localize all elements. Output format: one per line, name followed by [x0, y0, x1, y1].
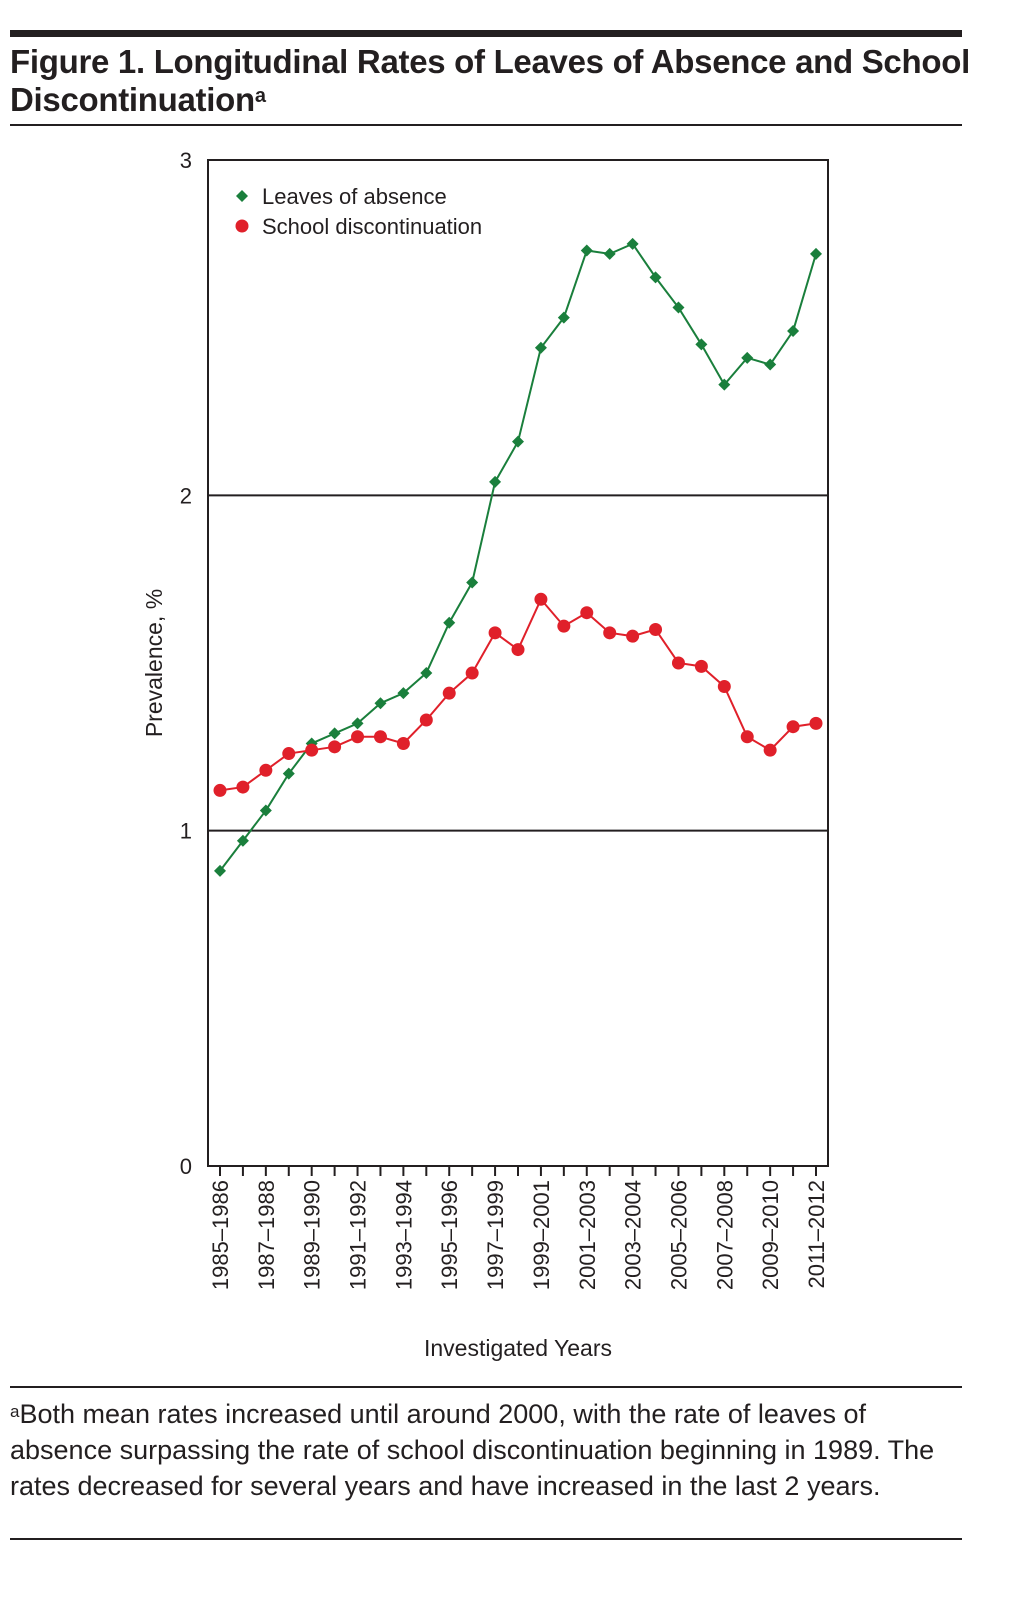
y-tick-label: 2 — [180, 483, 192, 508]
data-point-diamond — [512, 435, 524, 448]
data-point-diamond — [259, 804, 272, 817]
data-point-circle — [557, 619, 571, 633]
x-tick-label: 2007–2008 — [712, 1180, 737, 1290]
x-tick-label: 1995–1996 — [437, 1180, 462, 1290]
data-point-diamond — [580, 244, 593, 257]
data-point-circle — [282, 747, 296, 761]
data-point-diamond — [764, 358, 777, 371]
data-point-circle — [534, 592, 548, 606]
data-point-circle — [671, 656, 685, 670]
figure-title-text: Figure 1. Longitudinal Rates of Leaves o… — [10, 43, 970, 118]
x-tick-label: 2009–2010 — [758, 1180, 783, 1290]
data-point-diamond — [214, 864, 226, 877]
data-point-circle — [649, 622, 663, 636]
x-tick-label: 1991–1992 — [346, 1180, 371, 1290]
footnote-bottom-rule — [10, 1538, 962, 1540]
legend-marker-diamond — [236, 190, 248, 202]
x-tick-label: 1999–2001 — [529, 1180, 554, 1290]
data-point-circle — [488, 626, 502, 640]
data-point-diamond — [787, 325, 800, 338]
series-line — [219, 242, 817, 872]
x-tick-label: 2005–2006 — [666, 1180, 691, 1290]
data-point-circle — [717, 679, 731, 693]
data-point-diamond — [420, 667, 433, 680]
y-tick-label: 0 — [180, 1154, 192, 1179]
data-point-circle — [373, 730, 387, 744]
title-footnote-marker: a — [254, 85, 266, 107]
data-point-circle — [603, 626, 617, 640]
data-point-circle — [213, 783, 227, 797]
data-point-circle — [305, 743, 319, 757]
data-point-diamond — [466, 576, 479, 589]
series-0 — [214, 237, 822, 877]
data-point-diamond — [557, 311, 570, 324]
data-point-circle — [236, 780, 250, 794]
data-point-diamond — [351, 717, 364, 730]
data-point-circle — [511, 643, 525, 657]
data-point-diamond — [236, 834, 249, 847]
data-point-circle — [465, 666, 479, 680]
x-tick-label: 1997–1999 — [483, 1180, 508, 1290]
title-rule — [10, 124, 962, 126]
legend-label: Leaves of absence — [262, 184, 447, 209]
x-tick-label: 1993–1994 — [391, 1180, 416, 1290]
x-tick-label: 1989–1990 — [300, 1180, 325, 1290]
x-tick-label: 2001–2003 — [575, 1180, 600, 1290]
series-line — [219, 597, 817, 792]
data-point-circle — [694, 659, 708, 673]
data-point-diamond — [282, 767, 295, 780]
data-point-diamond — [443, 616, 456, 629]
x-tick-label: 1987–1988 — [254, 1180, 279, 1290]
x-tick-label: 2011–2012 — [804, 1180, 829, 1289]
data-point-circle — [259, 763, 273, 777]
data-point-circle — [396, 736, 410, 750]
data-point-circle — [740, 730, 754, 744]
line-chart: 0 1 2 3 1985–1986 1987–1988 1989–1990 1991–1992… — [141, 148, 829, 1361]
series-1 — [213, 592, 823, 797]
data-point-diamond — [672, 301, 685, 314]
y-tick-label: 3 — [180, 148, 192, 173]
top-rule — [10, 30, 962, 37]
data-point-diamond — [626, 237, 639, 250]
data-point-diamond — [534, 341, 547, 354]
x-axis-label: Investigated Years — [424, 1335, 612, 1361]
x-tick-label: 2003–2004 — [621, 1180, 646, 1290]
y-tick-label: 1 — [180, 819, 192, 844]
data-point-diamond — [718, 378, 731, 391]
data-point-diamond — [374, 697, 387, 710]
data-point-diamond — [695, 338, 708, 351]
data-point-diamond — [328, 727, 341, 740]
data-point-circle — [351, 730, 365, 744]
footnote: aBoth mean rates increased until around … — [10, 1396, 970, 1504]
legend-marker-circle — [235, 219, 249, 233]
data-point-circle — [626, 629, 640, 643]
data-point-diamond — [489, 475, 502, 488]
legend-label: School discontinuation — [262, 214, 482, 239]
figure-title: Figure 1. Longitudinal Rates of Leaves o… — [10, 43, 970, 119]
data-point-circle — [809, 716, 823, 730]
data-point-circle — [580, 606, 594, 620]
data-point-circle — [419, 713, 433, 727]
footnote-text: Both mean rates increased until around 2… — [10, 1399, 935, 1501]
y-axis-label: Prevalence, % — [141, 589, 167, 737]
data-point-circle — [328, 740, 342, 754]
data-point-circle — [786, 720, 800, 734]
footnote-marker: a — [10, 1402, 20, 1421]
data-point-diamond — [741, 351, 754, 364]
x-tick-label: 1985–1986 — [208, 1180, 233, 1290]
data-point-diamond — [810, 247, 822, 260]
footnote-top-rule — [10, 1386, 962, 1388]
data-point-diamond — [397, 687, 410, 700]
data-point-circle — [763, 743, 777, 757]
data-point-circle — [442, 686, 456, 700]
data-point-diamond — [649, 271, 662, 284]
plot-frame — [207, 159, 829, 1167]
data-point-diamond — [603, 247, 616, 260]
